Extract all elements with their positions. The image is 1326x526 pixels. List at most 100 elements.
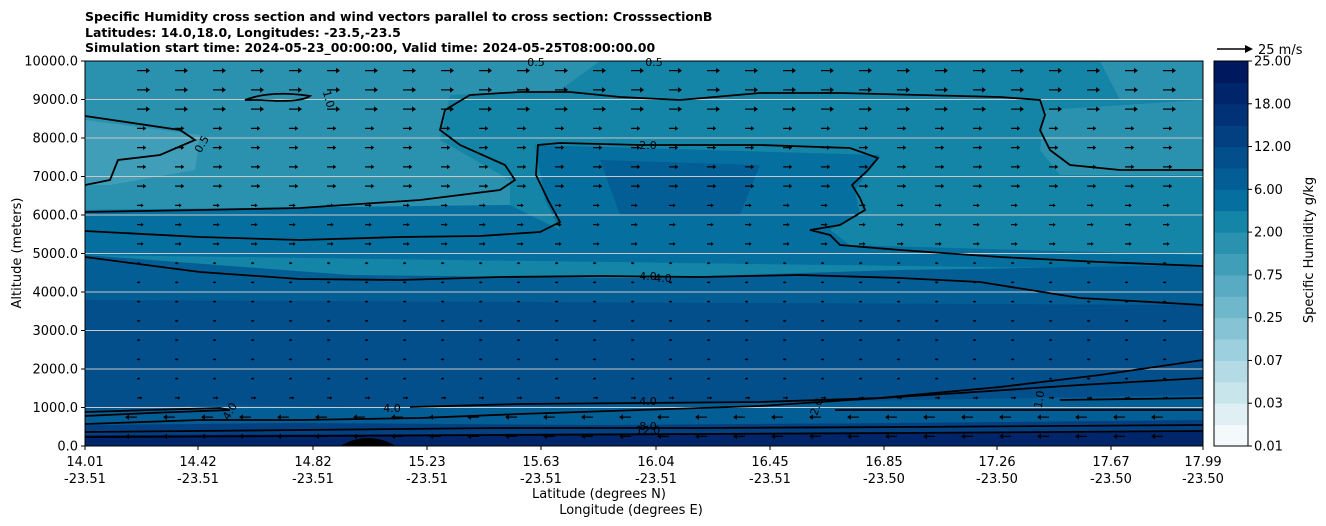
- wind-vector: [175, 126, 185, 131]
- wind-vector: [1125, 358, 1129, 361]
- wind-vector: [593, 396, 599, 400]
- humidity-contours: [85, 91, 1203, 438]
- wind-vector: [707, 126, 717, 131]
- colorbar-segment: [1214, 146, 1248, 169]
- wind-vector: [1011, 183, 1021, 189]
- wind-vector: [1049, 67, 1062, 74]
- wind-vector: [289, 203, 296, 208]
- wind-vector: [859, 358, 863, 361]
- wind-vector: [251, 67, 264, 74]
- wind-vector: [897, 281, 901, 284]
- wind-vector: [479, 281, 483, 284]
- x-tick-label-lat: 14.42: [179, 455, 216, 470]
- x-tick-label-lat: 17.99: [1184, 455, 1221, 470]
- contour-2-0-upper: [85, 142, 1203, 267]
- y-tick-label: 10000.0: [24, 55, 78, 70]
- wind-vector: [593, 203, 600, 208]
- wind-vector: [859, 183, 869, 189]
- wind-vector: [137, 377, 141, 380]
- wind-vector: [935, 106, 948, 112]
- wind-vector: [961, 433, 973, 440]
- wind-vector: [137, 164, 147, 170]
- x-tick-label-lat: 16.45: [751, 455, 788, 470]
- wind-vector: [1011, 377, 1015, 380]
- wind-vector: [213, 396, 219, 400]
- colorbar-tick-label: 0.75: [1254, 268, 1283, 283]
- wind-vector: [365, 87, 378, 93]
- wind-vector: [365, 164, 375, 170]
- wind-vector: [137, 241, 144, 246]
- wind-vector: [175, 358, 179, 361]
- wind-vector: [125, 414, 137, 420]
- wind-vector: [847, 433, 859, 440]
- wind-vector: [175, 338, 179, 342]
- wind-vector: [213, 164, 223, 170]
- wind-vector: [707, 67, 720, 74]
- wind-vector: [1049, 145, 1059, 150]
- wind-vector: [365, 338, 369, 342]
- wind-vector: [1011, 164, 1021, 170]
- wind-vector: [707, 203, 714, 208]
- wind-vector: [327, 300, 331, 303]
- wind-vector: [973, 319, 977, 323]
- wind-vector: [289, 87, 302, 93]
- wind-vector: [1011, 67, 1024, 74]
- wind-vector: [1011, 241, 1018, 246]
- wind-vector: [1125, 106, 1138, 112]
- wind-vector: [695, 433, 707, 440]
- wind-vector: [897, 377, 901, 380]
- wind-vector: [1087, 87, 1100, 93]
- wind-vector: [1163, 126, 1173, 131]
- wind-vector: [1087, 203, 1094, 208]
- wind-vector: [593, 358, 597, 361]
- wind-vector: [175, 222, 182, 227]
- wind-vector: [517, 222, 524, 227]
- wind-vector: [973, 203, 980, 208]
- wind-vector: [517, 300, 521, 303]
- wind-vector: [631, 67, 644, 74]
- wind-vector: [1075, 414, 1087, 420]
- wind-vector: [175, 319, 179, 323]
- wind-vector: [1049, 377, 1053, 380]
- chart-title-line-1: Specific Humidity cross section and wind…: [85, 9, 713, 24]
- wind-vector: [745, 261, 749, 265]
- wind-vector: [137, 281, 141, 284]
- x-tick-label-lon: -23.51: [635, 472, 677, 487]
- wind-vector: [1087, 145, 1097, 150]
- colorbar-tick-label: 18.00: [1254, 97, 1291, 112]
- wind-vector: [1011, 87, 1024, 93]
- wind-vector: [973, 396, 979, 400]
- wind-vector: [821, 319, 825, 323]
- wind-vector: [479, 203, 486, 208]
- wind-vector: [745, 338, 749, 342]
- colorbar-tick-label: 0.03: [1254, 397, 1283, 412]
- colorbar-segment: [1214, 317, 1248, 340]
- wind-vector: [973, 87, 986, 93]
- contour-label: 0.5: [645, 56, 663, 69]
- wind-vector: [783, 377, 787, 380]
- wind-vector: [707, 377, 711, 380]
- wind-vector: [441, 164, 451, 170]
- wind-vector: [935, 377, 939, 380]
- wind-vector: [1163, 281, 1167, 284]
- wind-vector: [365, 241, 372, 246]
- wind-vector: [403, 261, 407, 265]
- wind-vector: [1163, 222, 1170, 227]
- wind-vector: [821, 67, 834, 74]
- wind-vector: [1049, 222, 1056, 227]
- wind-vector: [745, 87, 758, 93]
- wind-vector: [897, 145, 907, 150]
- wind-vector: [1049, 261, 1053, 265]
- wind-vector: [935, 261, 939, 265]
- wind-vector: [1163, 319, 1167, 323]
- colorbar-segment: [1214, 381, 1248, 404]
- wind-vector: [365, 261, 369, 265]
- wind-vector: [669, 281, 673, 284]
- wind-vector: [327, 222, 334, 227]
- wind-vector: [821, 338, 825, 342]
- wind-vector: [935, 164, 945, 170]
- terrain: [340, 438, 396, 446]
- wind-vector: [593, 222, 600, 227]
- wind-vector: [669, 338, 673, 342]
- wind-vector: [593, 241, 600, 246]
